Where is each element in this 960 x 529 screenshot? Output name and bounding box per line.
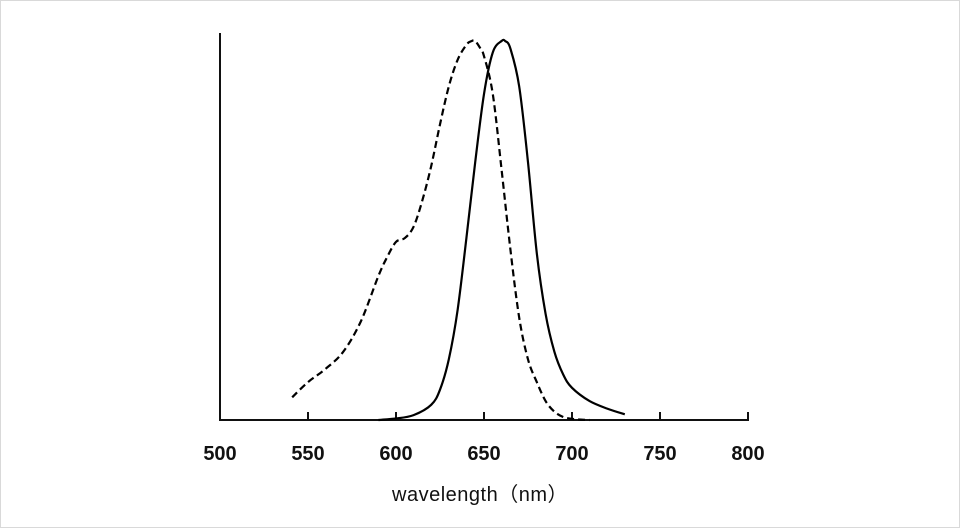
series-group bbox=[291, 38, 626, 422]
x-axis-ticks bbox=[219, 412, 749, 420]
x-tick-label-650: 650 bbox=[467, 443, 500, 465]
x-tick-label-600: 600 bbox=[379, 443, 412, 465]
x-tick-label-800: 800 bbox=[731, 443, 764, 465]
x-axis-tick-labels: 500 550 600 650 700 750 800 bbox=[203, 443, 764, 465]
x-tick-label-550: 550 bbox=[291, 443, 324, 465]
series-line-solid bbox=[378, 38, 626, 422]
series-line-dashed bbox=[291, 39, 590, 422]
x-tick-label-500: 500 bbox=[203, 443, 236, 465]
x-tick-label-750: 750 bbox=[643, 443, 676, 465]
x-tick-label-700: 700 bbox=[555, 443, 588, 465]
x-axis-title: wavelength（nm） bbox=[391, 483, 568, 506]
